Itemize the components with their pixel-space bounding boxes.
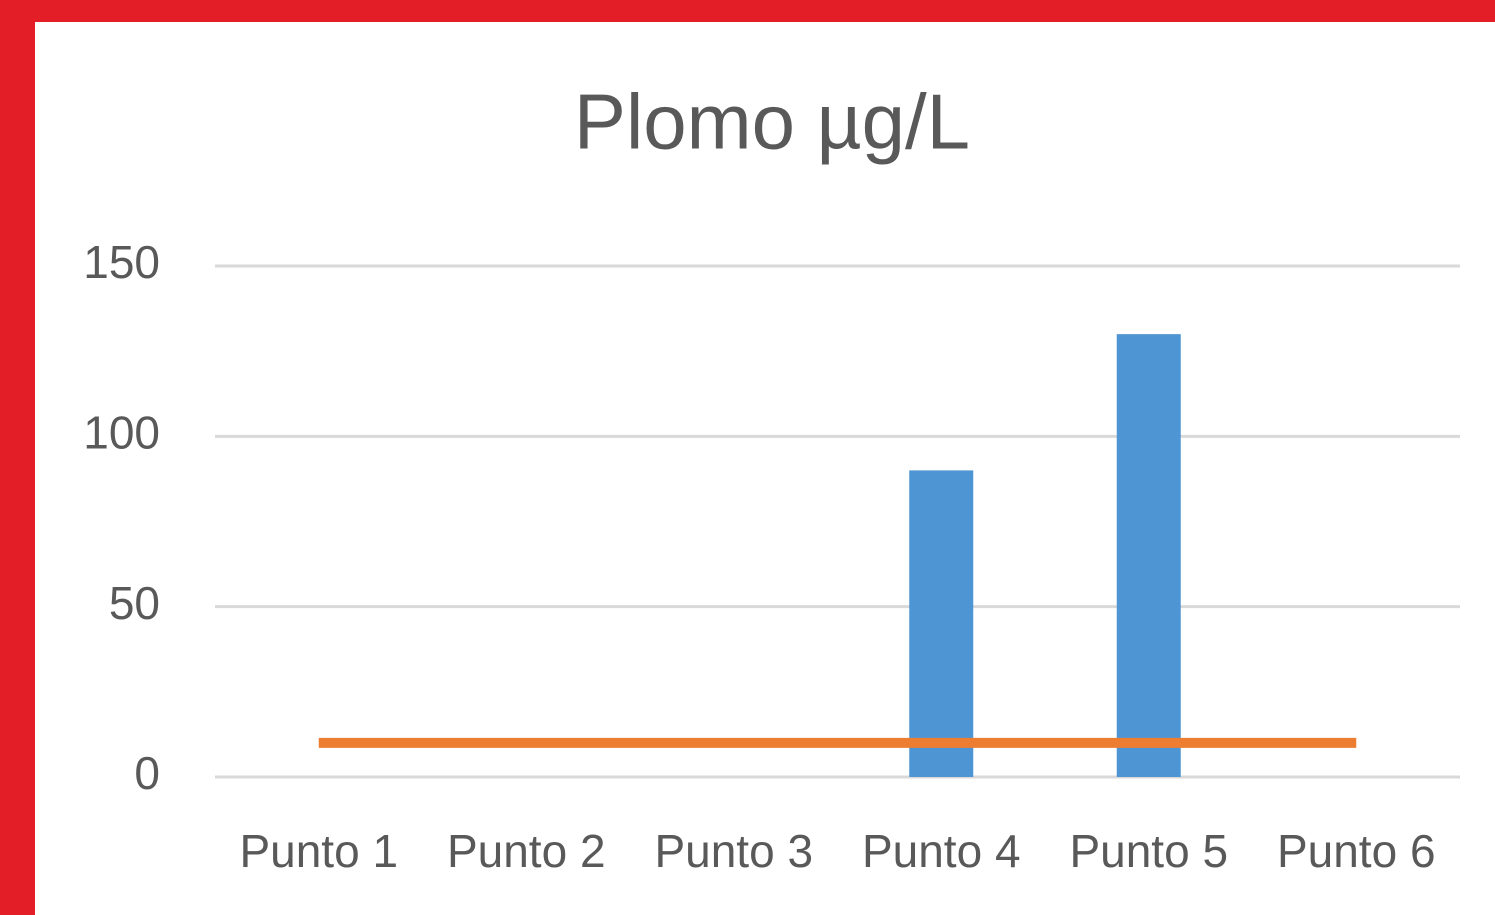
y-tick-label: 0 (134, 747, 160, 799)
bar (1116, 334, 1181, 777)
chart-title: Plomo µg/L (574, 78, 970, 166)
x-tick-label: Punto 1 (239, 825, 398, 877)
frame-top (0, 0, 1495, 22)
x-tick-label: Punto 2 (447, 825, 606, 877)
x-tick-label: Punto 6 (1277, 825, 1436, 877)
x-tick-label: Punto 4 (862, 825, 1021, 877)
y-tick-label: 100 (83, 406, 160, 458)
x-tick-label: Punto 3 (654, 825, 813, 877)
x-tick-label: Punto 5 (1069, 825, 1228, 877)
frame-left (0, 0, 35, 915)
y-tick-label: 150 (83, 236, 160, 288)
y-tick-label: 50 (109, 577, 160, 629)
bar (909, 470, 974, 777)
